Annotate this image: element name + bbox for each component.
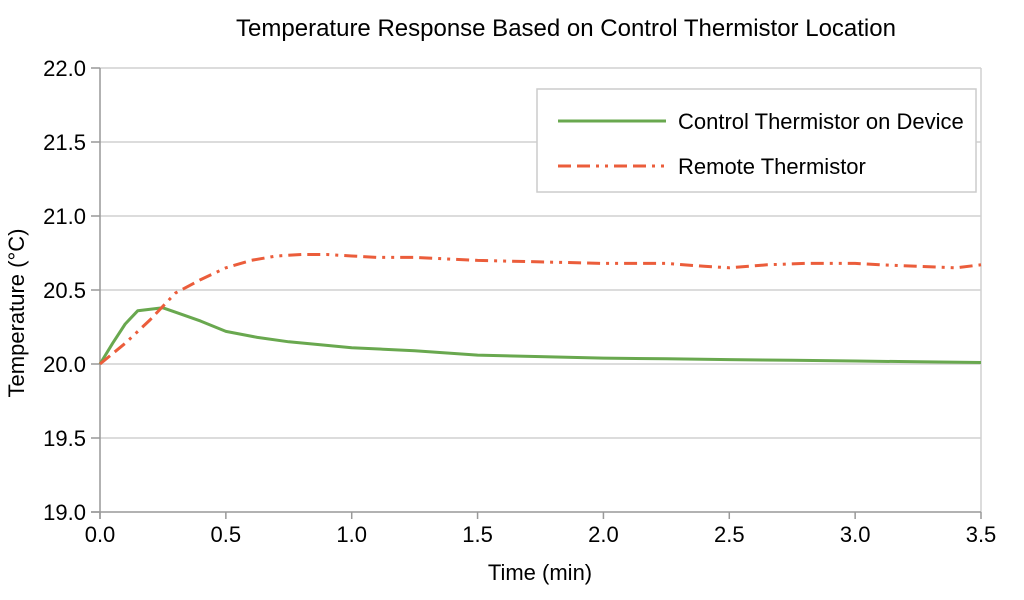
tick-marks bbox=[91, 67, 982, 519]
x-tick-label: 0.0 bbox=[85, 522, 116, 547]
x-axis-title: Time (min) bbox=[488, 560, 592, 585]
x-tick-label: 2.5 bbox=[714, 522, 745, 547]
legend: Control Thermistor on Device Remote Ther… bbox=[536, 88, 977, 193]
x-tick-label: 1.5 bbox=[462, 522, 493, 547]
plot-area bbox=[98, 253, 982, 366]
x-tick-label: 0.5 bbox=[211, 522, 242, 547]
legend-entry-control: Control Thermistor on Device bbox=[558, 109, 964, 134]
x-tick-label: 2.0 bbox=[588, 522, 619, 547]
x-tick-label: 3.5 bbox=[966, 522, 997, 547]
legend-label-control: Control Thermistor on Device bbox=[678, 109, 964, 134]
axes bbox=[91, 68, 981, 519]
x-tick-labels: 0.0 0.5 1.0 1.5 2.0 2.5 3.0 3.5 bbox=[85, 522, 997, 547]
y-tick-label: 21.5 bbox=[43, 130, 86, 155]
y-tick-label: 20.5 bbox=[43, 278, 86, 303]
y-tick-label: 19.5 bbox=[43, 426, 86, 451]
y-tick-labels: 19.0 19.5 20.0 20.5 21.0 21.5 22.0 bbox=[43, 56, 86, 525]
x-tick-label: 1.0 bbox=[336, 522, 367, 547]
y-tick-label: 21.0 bbox=[43, 204, 86, 229]
x-tick-label: 3.0 bbox=[840, 522, 871, 547]
series-line-0 bbox=[98, 306, 982, 365]
y-tick-label: 20.0 bbox=[43, 352, 86, 377]
legend-box bbox=[536, 88, 977, 193]
y-tick-label: 22.0 bbox=[43, 56, 86, 81]
chart-title: Temperature Response Based on Control Th… bbox=[236, 15, 896, 42]
y-axis-title: Temperature (°C) bbox=[4, 229, 29, 398]
y-tick-label: 19.0 bbox=[43, 500, 86, 525]
series-line-1 bbox=[99, 253, 982, 366]
legend-label-remote: Remote Thermistor bbox=[678, 154, 866, 179]
legend-entry-remote: Remote Thermistor bbox=[558, 154, 866, 179]
